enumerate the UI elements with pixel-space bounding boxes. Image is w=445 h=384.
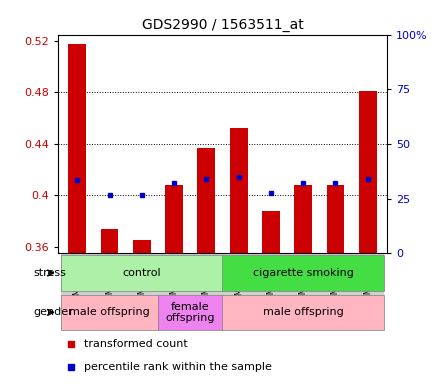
Bar	[230, 129, 247, 253]
Bar	[262, 211, 280, 253]
Bar	[133, 240, 151, 253]
Text: male offspring: male offspring	[69, 307, 150, 317]
Bar	[198, 148, 215, 253]
Text: transformed count: transformed count	[84, 339, 188, 349]
Bar	[158, 295, 222, 330]
Bar	[294, 185, 312, 253]
Text: gender: gender	[34, 307, 73, 317]
Bar	[352, 253, 384, 330]
Bar	[93, 253, 125, 330]
Bar	[190, 253, 222, 330]
Bar	[165, 185, 183, 253]
Bar	[61, 253, 93, 330]
Bar	[61, 255, 222, 291]
Bar	[125, 253, 158, 330]
Title: GDS2990 / 1563511_at: GDS2990 / 1563511_at	[142, 18, 303, 32]
Bar	[327, 185, 344, 253]
Bar	[255, 253, 287, 330]
Bar	[222, 295, 384, 330]
Bar	[69, 43, 86, 253]
Text: female
offspring: female offspring	[166, 301, 215, 323]
Text: stress: stress	[34, 268, 66, 278]
Bar	[222, 255, 384, 291]
Text: male offspring: male offspring	[263, 307, 344, 317]
Bar	[359, 91, 376, 253]
Bar	[222, 253, 255, 330]
Bar	[101, 229, 118, 253]
Bar	[158, 253, 190, 330]
Text: percentile rank within the sample: percentile rank within the sample	[84, 362, 272, 372]
Bar	[61, 295, 158, 330]
Bar	[320, 253, 352, 330]
Bar	[287, 253, 320, 330]
Text: control: control	[122, 268, 161, 278]
Text: cigarette smoking: cigarette smoking	[253, 268, 354, 278]
